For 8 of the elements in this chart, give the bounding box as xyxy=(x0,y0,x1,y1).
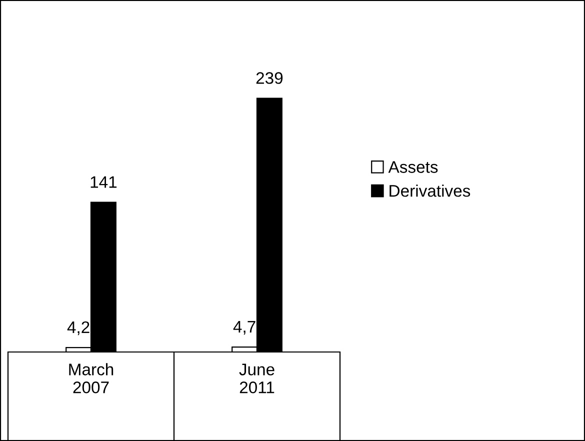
data-label: 4,2 xyxy=(67,321,90,336)
data-label: 4,7 xyxy=(233,320,256,335)
data-label: 239 xyxy=(256,72,283,84)
legend-label: Derivatives xyxy=(390,184,470,197)
x-tick-label: June 2011 xyxy=(239,364,274,394)
data-label: 141 xyxy=(90,176,117,188)
legend-label: Assets xyxy=(388,161,438,173)
x-tick-label: March 2007 xyxy=(69,363,114,394)
